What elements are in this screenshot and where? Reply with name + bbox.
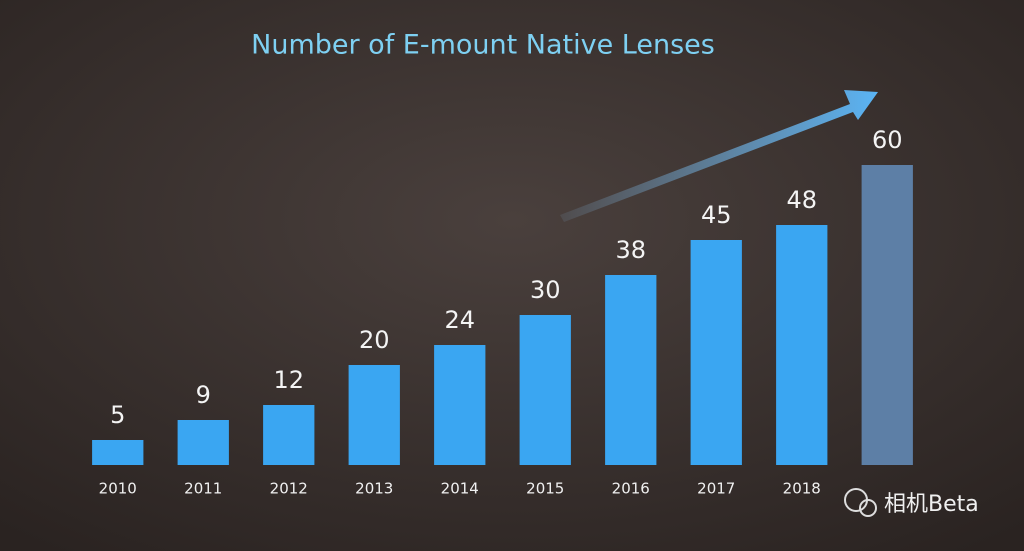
x-tick-label: 2018: [783, 480, 821, 498]
bar: [776, 225, 828, 465]
x-tick-label: 2011: [184, 480, 222, 498]
value-label: 24: [444, 306, 475, 334]
value-label: 30: [530, 276, 561, 304]
bar: [690, 240, 742, 465]
watermark-icon: [859, 499, 877, 517]
bar: [263, 405, 315, 465]
x-tick-label: 2010: [99, 480, 137, 498]
bar: [177, 420, 229, 465]
value-label: 60: [872, 126, 903, 154]
x-tick-label: 2015: [526, 480, 564, 498]
x-tick-label: 2014: [441, 480, 479, 498]
value-label: 48: [786, 186, 817, 214]
x-tick-label: 2012: [270, 480, 308, 498]
bar: [861, 165, 913, 465]
bar: [605, 275, 657, 465]
trend-arrow: [560, 90, 878, 222]
x-tick-label: 2017: [697, 480, 735, 498]
bar: [434, 345, 486, 465]
value-label: 12: [273, 366, 304, 394]
bar: [92, 440, 144, 465]
value-label: 45: [701, 201, 732, 229]
value-label: 5: [110, 401, 125, 429]
bar: [519, 315, 571, 465]
value-label: 20: [359, 326, 390, 354]
watermark: 相机Beta: [884, 492, 979, 517]
value-label: 38: [615, 236, 646, 264]
x-tick-label: 2016: [612, 480, 650, 498]
x-tick-label: 2013: [355, 480, 393, 498]
watermark-group: 相机Beta: [844, 488, 979, 517]
bar: [348, 365, 400, 465]
value-label: 9: [196, 381, 211, 409]
chart-title: Number of E-mount Native Lenses: [251, 30, 715, 61]
